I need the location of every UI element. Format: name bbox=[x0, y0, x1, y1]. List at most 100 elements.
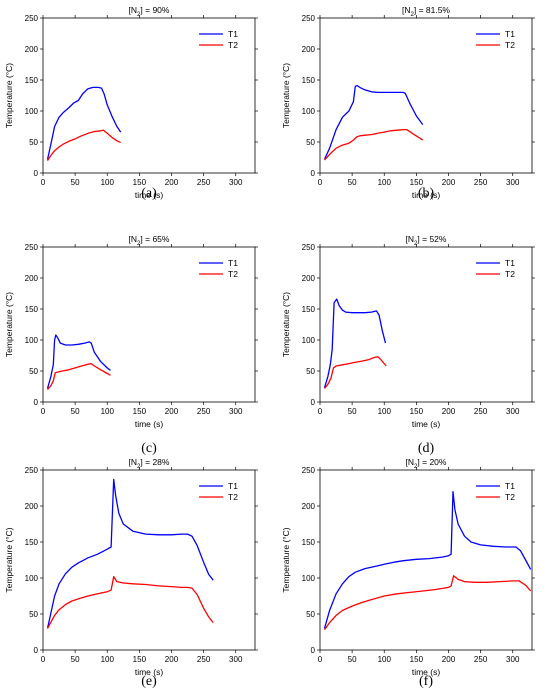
series-line-t1 bbox=[46, 478, 214, 629]
y-tick-label: 250 bbox=[302, 14, 316, 23]
chart-title: [N2] = 20% bbox=[406, 457, 447, 470]
x-tick-label: 100 bbox=[378, 407, 392, 416]
series-line-t2 bbox=[46, 575, 214, 629]
y-tick-label: 0 bbox=[311, 398, 316, 407]
x-tick-label: 300 bbox=[506, 178, 520, 187]
y-tick-label: 0 bbox=[311, 169, 316, 178]
y-tick-label: 50 bbox=[306, 610, 315, 619]
panel-caption: (e) bbox=[141, 674, 157, 689]
plot-frame bbox=[42, 246, 256, 403]
y-tick-label: 0 bbox=[311, 646, 316, 655]
y-tick-label: 50 bbox=[29, 367, 38, 376]
y-tick-label: 200 bbox=[302, 274, 316, 283]
x-tick-label: 0 bbox=[318, 655, 323, 664]
x-tick-label: 250 bbox=[474, 655, 488, 664]
series-line-t2 bbox=[324, 356, 387, 389]
x-axis-label: time (s) bbox=[135, 419, 164, 429]
y-tick-label: 250 bbox=[25, 14, 39, 23]
y-axis-label: Temperature (°C) bbox=[4, 292, 14, 357]
chart-panel: [N2] = 81.5% 0 50 100 150 200 250 300 0 50 100 150 2… bbox=[281, 5, 535, 200]
x-tick-label: 250 bbox=[197, 178, 211, 187]
x-tick-label: 250 bbox=[197, 655, 211, 664]
x-tick-label: 100 bbox=[101, 178, 115, 187]
legend-label: T1 bbox=[505, 258, 515, 268]
x-tick-label: 150 bbox=[133, 655, 147, 664]
x-tick-label: 200 bbox=[165, 407, 179, 416]
y-tick-label: 100 bbox=[25, 336, 39, 345]
x-tick-label: 100 bbox=[101, 407, 115, 416]
legend-label: T1 bbox=[505, 481, 515, 491]
y-tick-label: 100 bbox=[25, 107, 39, 116]
chart-title: [N2] = 65% bbox=[129, 234, 170, 247]
plot-frame bbox=[42, 469, 256, 651]
y-axis-label: Temperature (°C) bbox=[281, 292, 291, 357]
series-line-t1 bbox=[46, 334, 111, 389]
y-axis-label: Temperature (°C) bbox=[281, 63, 291, 128]
x-tick-label: 300 bbox=[506, 655, 520, 664]
chart-panel: [N2] = 65% 0 50 100 150 200 250 300 0 50 100 150 200… bbox=[4, 234, 258, 429]
y-tick-label: 100 bbox=[302, 336, 316, 345]
x-tick-label: 0 bbox=[41, 407, 46, 416]
plot-frame bbox=[319, 17, 533, 174]
y-tick-label: 200 bbox=[302, 45, 316, 54]
y-tick-label: 100 bbox=[302, 107, 316, 116]
x-tick-label: 100 bbox=[378, 655, 392, 664]
series-line-t2 bbox=[46, 129, 121, 161]
legend-label: T1 bbox=[505, 29, 515, 39]
x-tick-label: 0 bbox=[318, 407, 323, 416]
chart-title: [N2] = 52% bbox=[406, 234, 447, 247]
x-tick-label: 200 bbox=[442, 407, 456, 416]
legend-label: T2 bbox=[228, 492, 238, 502]
y-tick-label: 0 bbox=[34, 398, 39, 407]
y-tick-label: 150 bbox=[25, 305, 39, 314]
x-tick-label: 50 bbox=[348, 178, 357, 187]
x-tick-label: 200 bbox=[442, 655, 456, 664]
x-tick-label: 250 bbox=[474, 178, 488, 187]
y-tick-label: 100 bbox=[25, 574, 39, 583]
y-tick-label: 50 bbox=[29, 138, 38, 147]
x-tick-label: 50 bbox=[71, 655, 80, 664]
x-tick-label: 200 bbox=[165, 655, 179, 664]
x-tick-label: 200 bbox=[165, 178, 179, 187]
chart-title: [N2] = 28% bbox=[129, 457, 170, 470]
plot-frame bbox=[319, 246, 533, 403]
y-tick-label: 200 bbox=[25, 45, 39, 54]
panel-caption: (f) bbox=[419, 674, 433, 689]
x-axis-label: time (s) bbox=[135, 667, 164, 677]
x-axis-label: time (s) bbox=[135, 190, 164, 200]
chart-title: [N2] = 90% bbox=[129, 5, 170, 18]
plot-frame bbox=[42, 17, 256, 174]
panel-caption: (b) bbox=[418, 186, 435, 201]
x-tick-label: 50 bbox=[348, 407, 357, 416]
x-tick-label: 250 bbox=[474, 407, 488, 416]
series-line-t1 bbox=[323, 298, 387, 388]
legend-label: T1 bbox=[228, 29, 238, 39]
chart-title: [N2] = 81.5% bbox=[402, 5, 450, 18]
x-tick-label: 50 bbox=[71, 178, 80, 187]
x-tick-label: 300 bbox=[506, 407, 520, 416]
x-tick-label: 150 bbox=[133, 178, 147, 187]
y-tick-label: 100 bbox=[302, 574, 316, 583]
x-tick-label: 100 bbox=[101, 655, 115, 664]
chart-panel: [N2] = 52% 0 50 100 150 200 250 300 0 50 100 150 200… bbox=[281, 234, 535, 429]
x-tick-label: 300 bbox=[229, 655, 243, 664]
series-line-t1 bbox=[46, 86, 122, 160]
y-tick-label: 200 bbox=[25, 502, 39, 511]
series-line-t1 bbox=[323, 84, 424, 160]
x-tick-label: 0 bbox=[318, 178, 323, 187]
series-line-t2 bbox=[47, 362, 111, 391]
y-tick-label: 150 bbox=[25, 76, 39, 85]
legend-label: T2 bbox=[505, 492, 515, 502]
y-tick-label: 50 bbox=[29, 610, 38, 619]
panel-caption: (d) bbox=[418, 441, 435, 456]
y-tick-label: 150 bbox=[302, 305, 316, 314]
y-axis-label: Temperature (°C) bbox=[281, 527, 291, 592]
x-tick-label: 150 bbox=[410, 655, 424, 664]
chart-panel: [N2] = 90% 0 50 100 150 200 250 300 0 50 100 150 200… bbox=[4, 5, 258, 200]
legend-label: T2 bbox=[228, 269, 238, 279]
y-axis-label: Temperature (°C) bbox=[4, 63, 14, 128]
x-tick-label: 200 bbox=[442, 178, 456, 187]
y-tick-label: 200 bbox=[25, 274, 39, 283]
x-tick-label: 300 bbox=[229, 407, 243, 416]
